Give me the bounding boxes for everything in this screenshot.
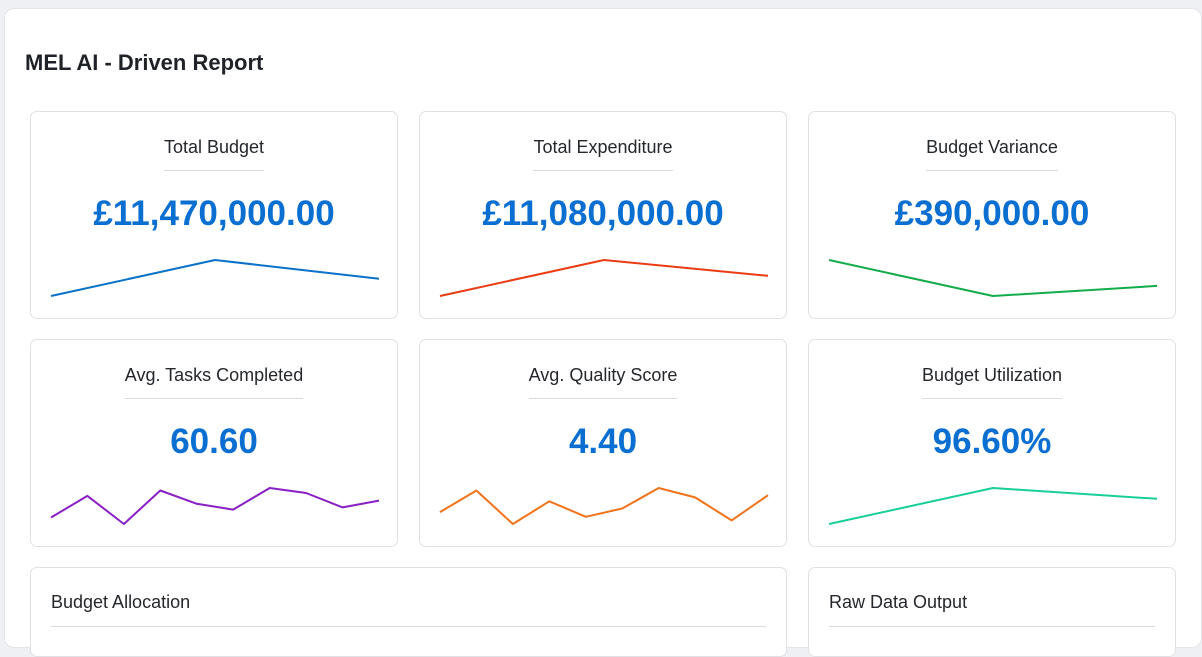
section-title: Budget Allocation bbox=[51, 592, 191, 612]
card-label: Total Expenditure bbox=[533, 137, 673, 171]
card-label: Budget Utilization bbox=[921, 365, 1063, 399]
section-title: Raw Data Output bbox=[829, 592, 968, 612]
avg-tasks-completed-card[interactable]: Avg. Tasks Completed 60.60 bbox=[30, 339, 398, 547]
sparkline-series bbox=[828, 487, 1158, 525]
card-value: 60.60 bbox=[170, 422, 258, 461]
sparkline-series bbox=[50, 487, 380, 525]
raw-data-output-section: Raw Data Output bbox=[808, 567, 1176, 657]
card-label: Total Budget bbox=[163, 137, 265, 171]
total-budget-sparkline bbox=[50, 259, 380, 297]
budget-variance-sparkline bbox=[828, 259, 1158, 297]
sparkline-series bbox=[439, 487, 769, 525]
page-title: MEL AI - Driven Report bbox=[25, 50, 264, 75]
section-divider bbox=[51, 626, 766, 627]
card-value: 96.60% bbox=[932, 422, 1052, 461]
budget-utilization-sparkline bbox=[828, 487, 1158, 525]
card-value: £390,000.00 bbox=[894, 194, 1090, 233]
card-label: Avg. Quality Score bbox=[528, 365, 678, 399]
budget-utilization-card[interactable]: Budget Utilization 96.60% bbox=[808, 339, 1176, 547]
sparkline-series bbox=[828, 259, 1158, 297]
avg-tasks-completed-sparkline bbox=[50, 487, 380, 525]
budget-allocation-section: Budget Allocation bbox=[30, 567, 787, 657]
avg-quality-score-sparkline bbox=[439, 487, 769, 525]
total-expenditure-sparkline bbox=[439, 259, 769, 297]
section-divider bbox=[829, 626, 1155, 627]
sparkline-series bbox=[50, 259, 380, 297]
card-value: 4.40 bbox=[568, 422, 638, 461]
budget-variance-card[interactable]: Budget Variance £390,000.00 bbox=[808, 111, 1176, 319]
avg-quality-score-card[interactable]: Avg. Quality Score 4.40 bbox=[419, 339, 787, 547]
total-expenditure-card[interactable]: Total Expenditure £11,080,000.00 bbox=[419, 111, 787, 319]
card-label: Budget Variance bbox=[926, 137, 1058, 171]
sparkline-series bbox=[439, 259, 769, 297]
card-value: £11,080,000.00 bbox=[482, 194, 724, 233]
report-panel bbox=[4, 8, 1202, 648]
total-budget-card[interactable]: Total Budget £11,470,000.00 bbox=[30, 111, 398, 319]
card-value: £11,470,000.00 bbox=[93, 194, 335, 233]
card-label: Avg. Tasks Completed bbox=[124, 365, 304, 399]
